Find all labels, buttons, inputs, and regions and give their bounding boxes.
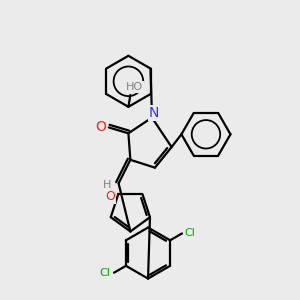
Text: O: O	[106, 190, 115, 202]
Text: Cl: Cl	[99, 268, 110, 278]
Text: Cl: Cl	[184, 228, 195, 239]
Text: N: N	[149, 106, 159, 120]
Text: H: H	[103, 180, 111, 190]
Text: O: O	[95, 120, 106, 134]
Text: HO: HO	[126, 82, 143, 92]
